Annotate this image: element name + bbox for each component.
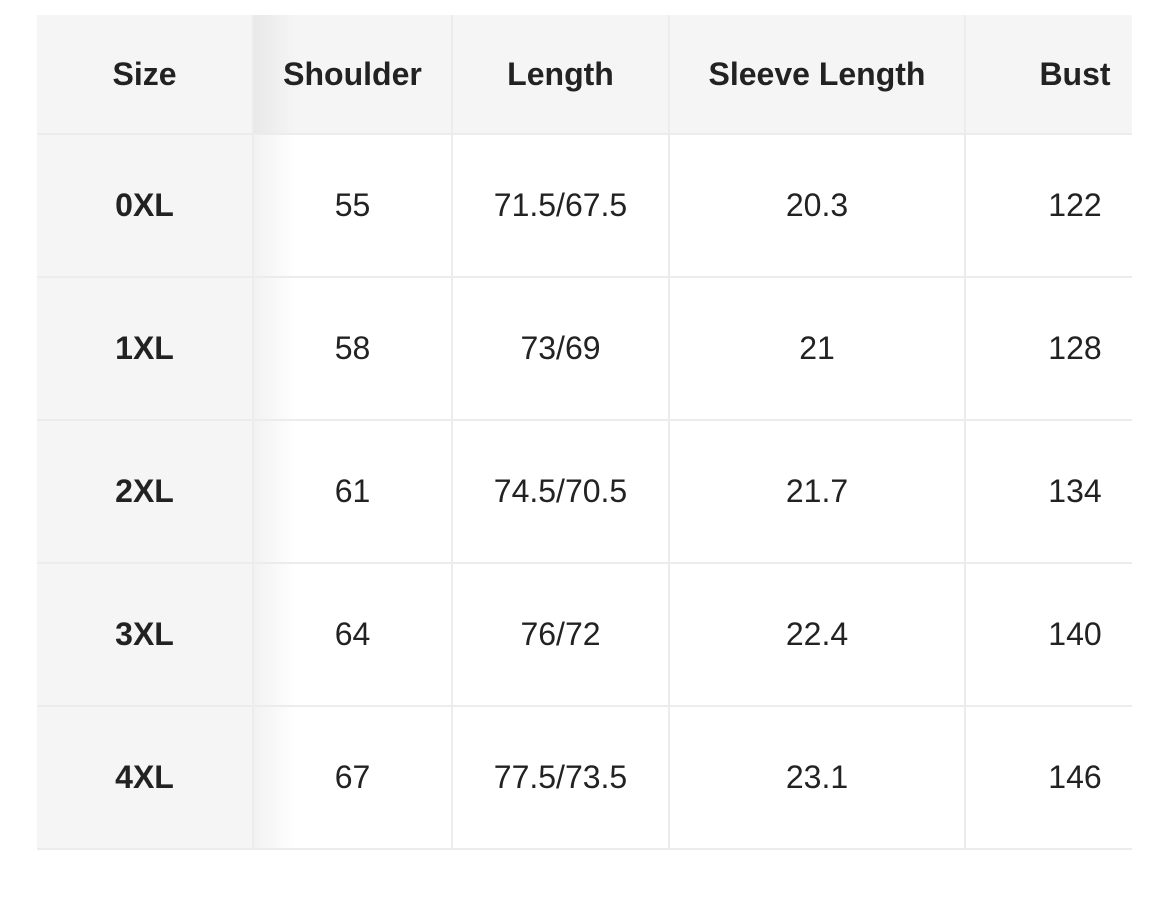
cell-bust: 146 — [964, 705, 1132, 850]
cell-bust: 140 — [964, 562, 1132, 707]
header-bust: Bust — [964, 15, 1132, 135]
cell-size: 2XL — [37, 419, 296, 564]
cell-sleeve-length: 21 — [668, 276, 966, 421]
cell-sleeve-length: 22.4 — [668, 562, 966, 707]
size-chart-container[interactable]: Size Shoulder Length Sleeve Length Bust … — [37, 15, 1132, 915]
cell-length: 76/72 — [451, 562, 670, 707]
cell-shoulder: 55 — [252, 134, 453, 278]
cell-shoulder: 61 — [252, 419, 453, 564]
table-row: 0XL 55 71.5/67.5 20.3 122 — [37, 134, 1132, 278]
header-size: Size — [37, 15, 296, 135]
table-row: 2XL 61 74.5/70.5 21.7 134 — [37, 419, 1132, 564]
cell-size: 1XL — [37, 276, 296, 421]
header-length: Length — [451, 15, 670, 135]
cell-length: 74.5/70.5 — [451, 419, 670, 564]
cell-bust: 128 — [964, 276, 1132, 421]
cell-sleeve-length: 20.3 — [668, 134, 966, 278]
cell-bust: 134 — [964, 419, 1132, 564]
table-row: 3XL 64 76/72 22.4 140 — [37, 562, 1132, 707]
cell-sleeve-length: 23.1 — [668, 705, 966, 850]
cell-bust: 122 — [964, 134, 1132, 278]
table-row: 4XL 67 77.5/73.5 23.1 146 — [37, 705, 1132, 850]
header-shoulder: Shoulder — [252, 15, 453, 135]
cell-length: 73/69 — [451, 276, 670, 421]
size-chart-table: Size Shoulder Length Sleeve Length Bust … — [37, 15, 1132, 850]
cell-shoulder: 64 — [252, 562, 453, 707]
cell-shoulder: 58 — [252, 276, 453, 421]
cell-size: 0XL — [37, 134, 296, 278]
cell-size: 4XL — [37, 705, 296, 850]
header-sleeve-length: Sleeve Length — [668, 15, 966, 135]
cell-sleeve-length: 21.7 — [668, 419, 966, 564]
cell-size: 3XL — [37, 562, 296, 707]
table-row: 1XL 58 73/69 21 128 — [37, 276, 1132, 421]
header-row: Size Shoulder Length Sleeve Length Bust — [37, 15, 1132, 135]
cell-length: 77.5/73.5 — [451, 705, 670, 850]
cell-length: 71.5/67.5 — [451, 134, 670, 278]
